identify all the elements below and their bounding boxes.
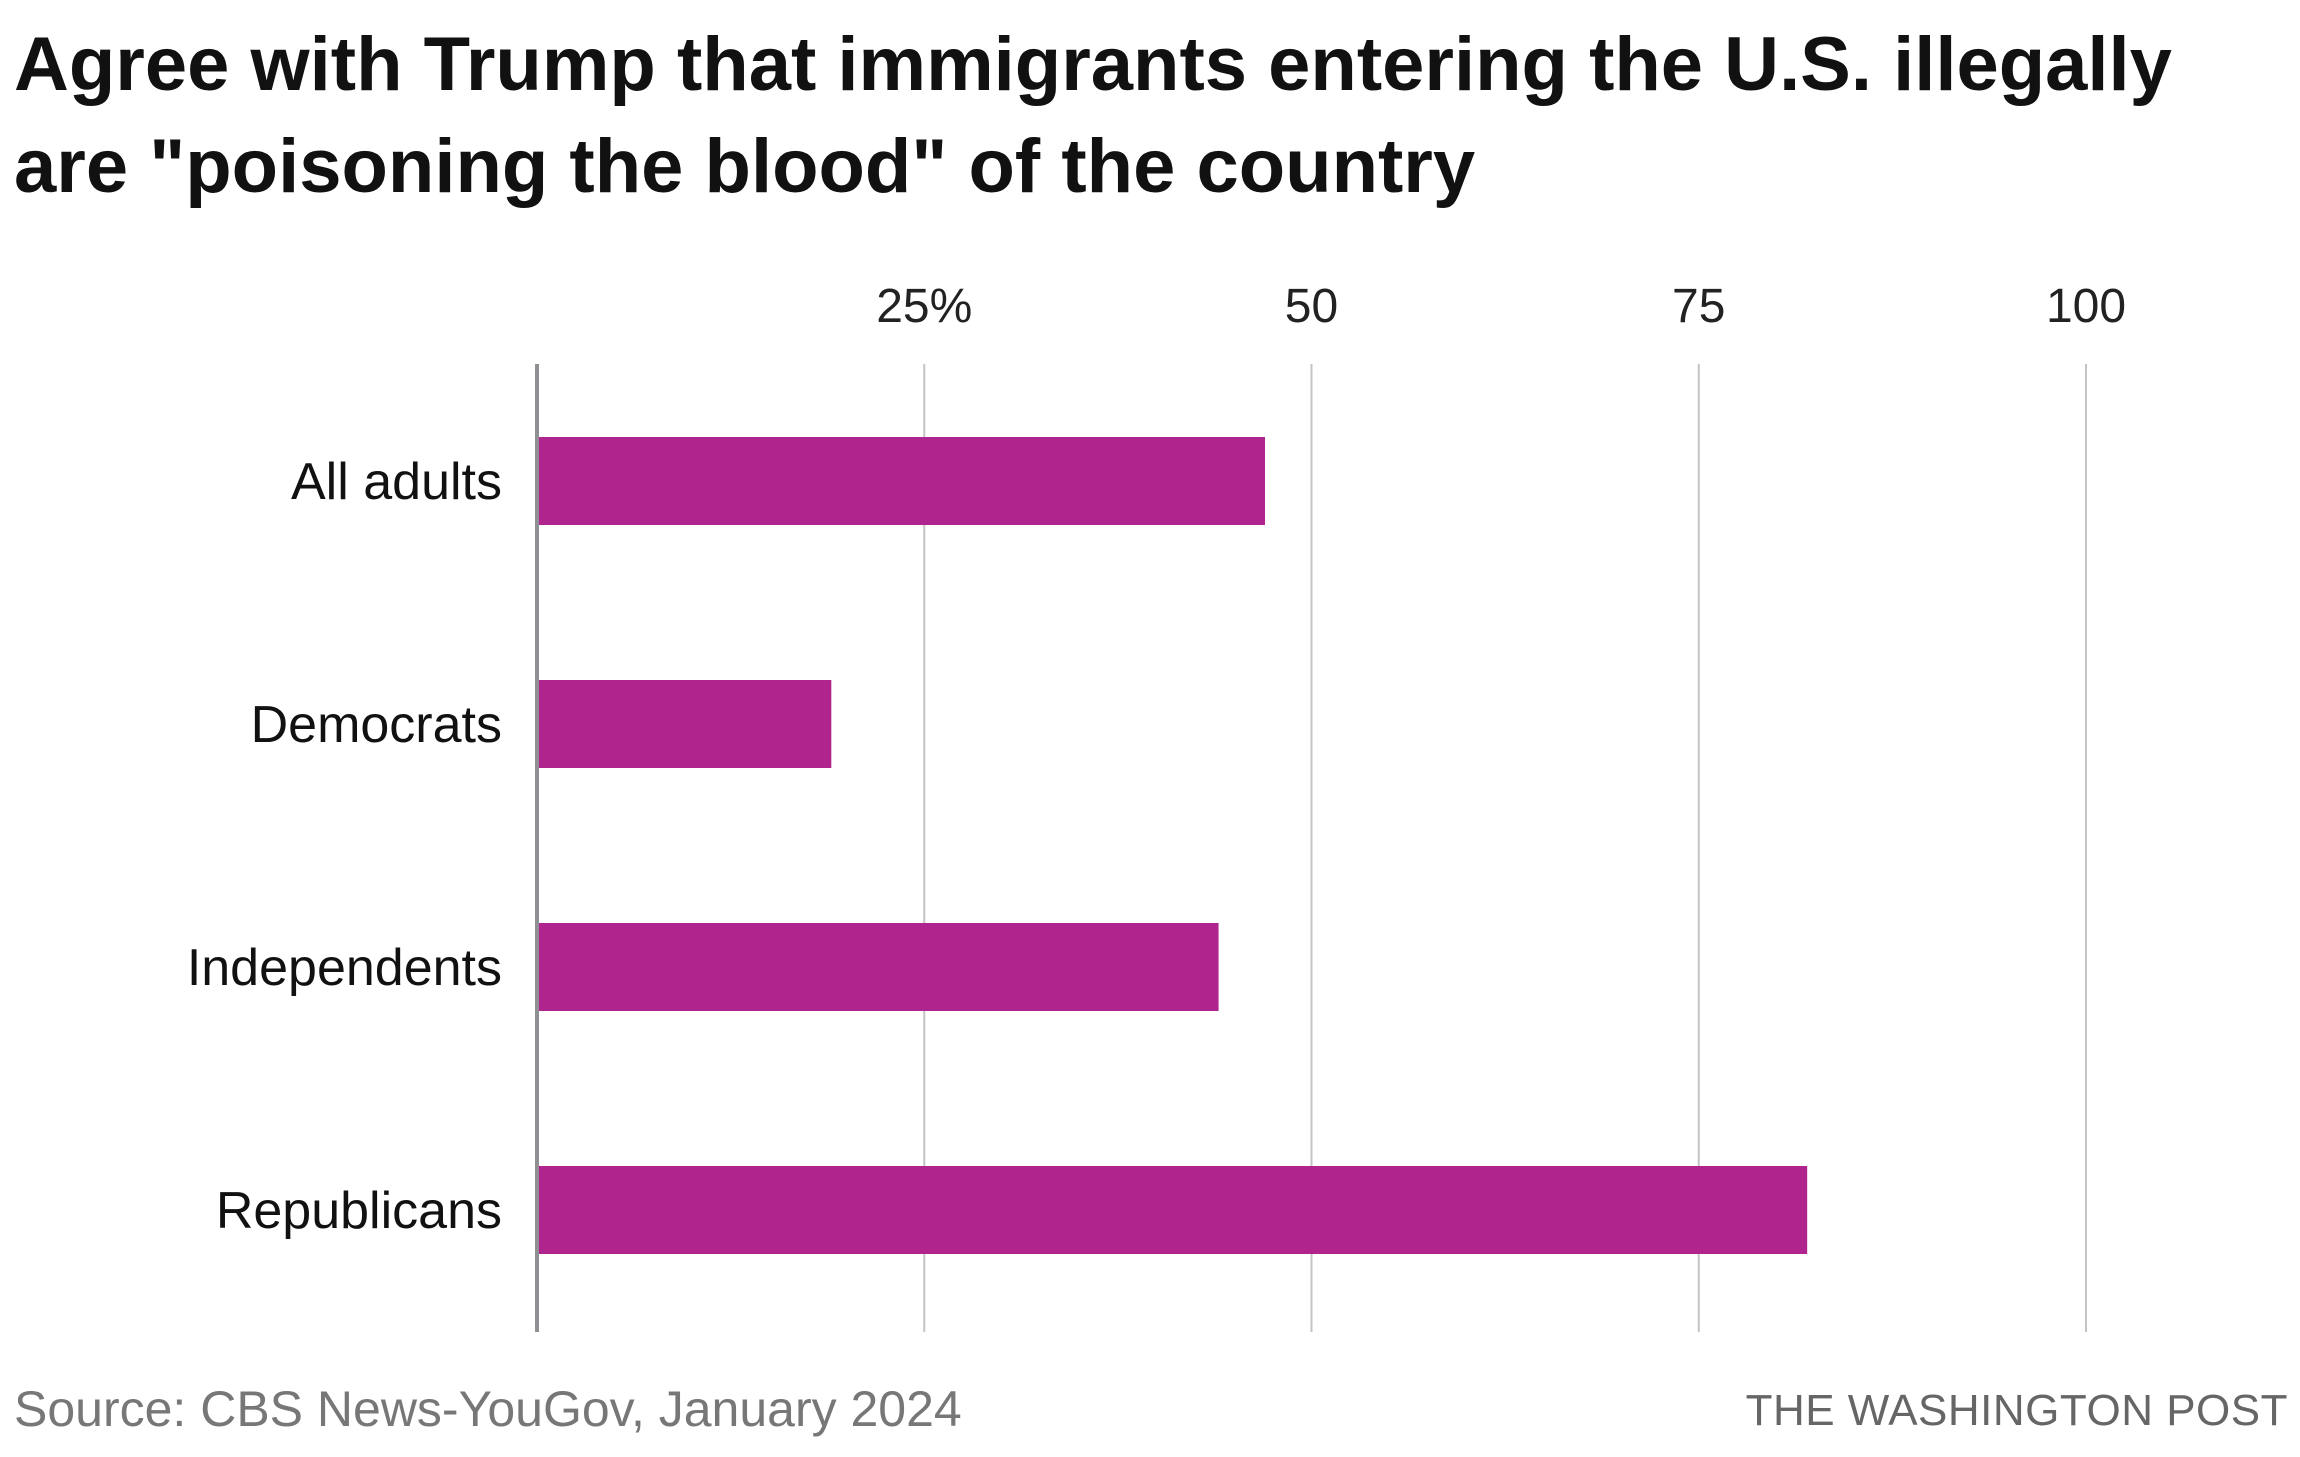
tick-label: 75 xyxy=(1672,280,1725,333)
tick-label: 25% xyxy=(876,280,972,333)
bar xyxy=(537,923,1219,1011)
category-label: Democrats xyxy=(251,696,502,754)
bar xyxy=(537,680,832,768)
source-note: Source: CBS News-YouGov, January 2024 xyxy=(14,1381,962,1437)
bar xyxy=(537,437,1266,525)
category-label: Independents xyxy=(187,939,502,997)
chart-title: Agree with Trump that immigrants enterin… xyxy=(14,22,2172,209)
category-label: All adults xyxy=(291,453,502,511)
category-label: Republicans xyxy=(216,1182,502,1240)
tick-label: 100 xyxy=(2046,280,2126,333)
tick-label: 50 xyxy=(1285,280,1338,333)
publisher-credit: THE WASHINGTON POST xyxy=(1745,1386,2288,1435)
bar xyxy=(537,1166,1808,1254)
